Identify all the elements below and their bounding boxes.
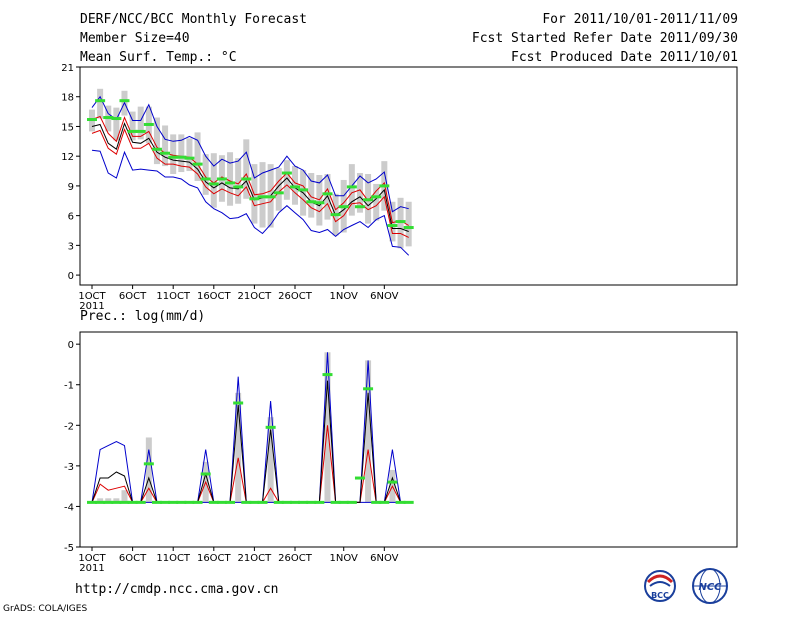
prec-range-bar xyxy=(235,392,242,503)
footer-url[interactable]: http://cmdp.ncc.cma.gov.cn xyxy=(75,582,279,597)
temp-range-bar xyxy=(373,183,380,221)
temp-range-bar xyxy=(186,138,193,172)
prec-ytick-label: -5 xyxy=(64,543,74,554)
temp-range-bar xyxy=(153,117,160,165)
temp-ytick-label: 12 xyxy=(61,152,74,163)
ncc-logo: NCC xyxy=(692,568,728,604)
start-refer-date: Fcst Started Refer Date 2011/09/30 xyxy=(471,31,738,46)
prec-xtick-label: 26OCT xyxy=(278,553,313,564)
prec-range-bar xyxy=(105,498,112,503)
temp-xtick-label: 6OCT xyxy=(119,291,147,302)
temp-range-bar xyxy=(243,139,250,199)
temp-range-bar xyxy=(170,134,177,175)
temp-line-mean xyxy=(91,122,409,232)
prec-ytick-label: -4 xyxy=(64,502,74,513)
temp-xtick-label: 21OCT xyxy=(238,291,273,302)
member-size: Member Size=40 xyxy=(80,31,190,46)
prec-xtick-label: 1NOV xyxy=(330,553,359,564)
temp-range-bar xyxy=(275,168,282,211)
prec-range-bar xyxy=(113,498,120,503)
temp-ytick-label: 9 xyxy=(68,182,74,193)
prec-ytick-label: -2 xyxy=(64,421,74,432)
temp-range-bar xyxy=(210,153,217,208)
temp-xtick-label: 6NOV xyxy=(370,291,399,302)
temp-ytick-label: 18 xyxy=(61,93,74,104)
temp-line-min xyxy=(91,149,410,256)
temp-xtick-label: 1NOV xyxy=(330,291,359,302)
prec-range-bar xyxy=(267,417,274,503)
temp-line-median xyxy=(91,127,409,238)
prec-range-bar xyxy=(145,437,152,503)
temp-ytick-label: 0 xyxy=(68,271,74,282)
prec-xtick-label: 11OCT xyxy=(156,553,191,564)
temp-xtick-year: 2011 xyxy=(79,301,104,312)
temp-panel: 0 3 6 9 12 15 18 21 1OCT 6OCT 11OCT 16OCT 21OCT 26OCT… xyxy=(61,63,738,312)
temp-range-bar xyxy=(162,125,169,167)
prec-xtick-label: 6NOV xyxy=(370,553,399,564)
prec-xtick-label: 16OCT xyxy=(197,553,232,564)
temp-xtick-label: 11OCT xyxy=(156,291,191,302)
prec-xtick-label: 21OCT xyxy=(238,553,273,564)
precip-label: Prec.: log(mm/d) xyxy=(80,309,206,324)
temp-range-bar xyxy=(235,158,242,204)
grads-credit: GrADS: COLA/IGES xyxy=(3,604,88,614)
temp-ytick-label: 21 xyxy=(61,63,74,74)
temp-range-bar xyxy=(202,154,209,195)
temp-xtick-label: 26OCT xyxy=(278,291,313,302)
temp-ytick-label: 15 xyxy=(61,122,74,133)
temp-range-bar xyxy=(356,173,363,213)
prec-line-mean xyxy=(91,380,409,503)
temp-range-bar xyxy=(348,164,355,216)
temp-range-bar xyxy=(259,162,266,228)
temp-line-mean_upper xyxy=(91,115,409,226)
temp-xtick-label: 1OCT xyxy=(78,291,106,302)
forecast-period: For 2011/10/01-2011/11/09 xyxy=(542,12,738,27)
temp-ytick-label: 3 xyxy=(68,241,74,252)
prec-range-bar xyxy=(121,490,128,503)
variable-label: Mean Surf. Temp.: °C xyxy=(80,50,237,65)
produced-date: Fcst Produced Date 2011/10/01 xyxy=(511,50,738,65)
temp-range-bar xyxy=(113,107,120,141)
prec-ytick-label: -3 xyxy=(64,462,74,473)
header-right: For 2011/10/01-2011/11/09 Fcst Started R… xyxy=(472,12,738,69)
prec-frame xyxy=(79,331,738,548)
temp-range-bar xyxy=(97,88,104,119)
prec-range-bar xyxy=(365,360,372,503)
prec-xtick-label: 6OCT xyxy=(119,553,147,564)
prec-ytick-label: 0 xyxy=(68,340,74,351)
temp-range-bar xyxy=(194,132,201,181)
temp-frame xyxy=(79,66,738,286)
ncc-logo-text: NCC xyxy=(698,582,722,593)
temp-ytick-label: 6 xyxy=(68,212,74,223)
temp-range-bar xyxy=(129,111,136,141)
chart-title: DERF/NCC/BCC Monthly Forecast xyxy=(80,12,307,27)
temp-line-max xyxy=(91,95,409,213)
temp-range-bar xyxy=(405,201,412,247)
prec-xtick-label: 1OCT xyxy=(78,553,106,564)
prec-range-bar xyxy=(97,498,104,503)
bcc-logo-text: BCC xyxy=(651,591,669,600)
bcc-logo: BCC xyxy=(644,570,676,602)
logos: BCC NCC xyxy=(644,568,728,604)
temp-range-bar xyxy=(283,160,290,200)
temp-range-bar xyxy=(227,152,234,206)
temp-range-bar xyxy=(308,173,315,218)
temp-range-bar xyxy=(178,134,185,173)
temp-range-bar xyxy=(137,106,144,140)
header-left: DERF/NCC/BCC Monthly Forecast Member Siz… xyxy=(80,12,307,69)
prec-panel: -5 -4 -3 -2 -1 0 1OCT 6OCT 11OCT 16OCT 21OCT 26OCT 1… xyxy=(64,331,738,574)
prec-xtick-year: 2011 xyxy=(79,563,104,574)
prec-ytick-label: -1 xyxy=(64,381,74,392)
temp-xtick-label: 16OCT xyxy=(197,291,232,302)
